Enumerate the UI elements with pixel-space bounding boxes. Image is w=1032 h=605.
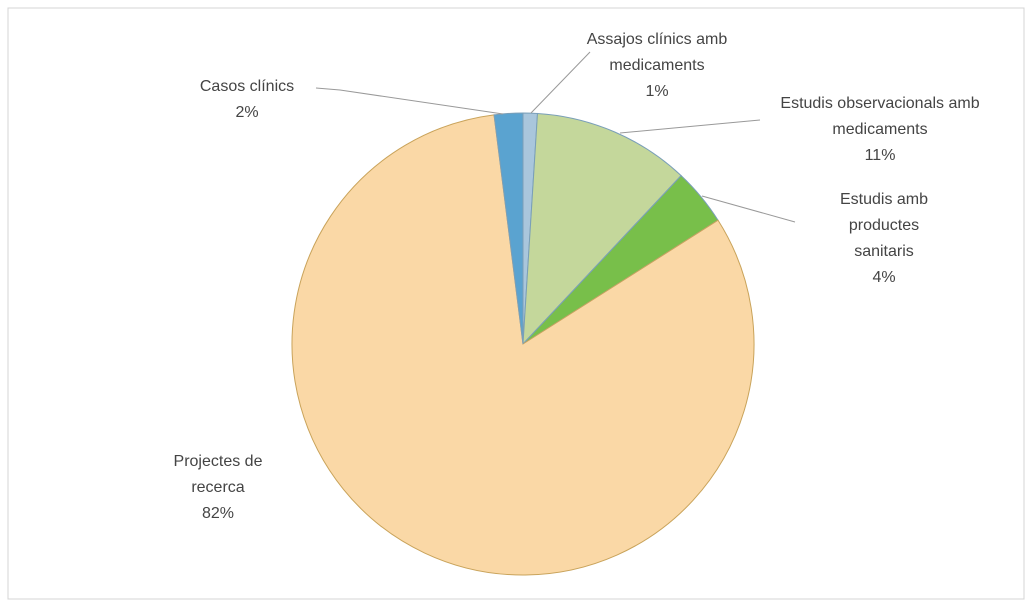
percent-label: 82%: [201, 505, 235, 522]
leader-line: [315, 87, 504, 115]
pie-slice: [493, 112, 524, 345]
leader-line: [619, 119, 761, 134]
frame: [7, 7, 1025, 600]
category-label: Projectes de recerca: [173, 453, 263, 496]
data-label: Projectes de recerca 82%: [153, 449, 283, 527]
percent-label: 2%: [235, 104, 259, 121]
leader-line: [530, 51, 591, 114]
category-label: Estudis amb productes sanitaris: [839, 191, 929, 260]
data-label: Assajos clínics amb medicaments 1%: [562, 27, 752, 105]
category-label: Estudis observacionals amb medicaments: [780, 95, 980, 138]
category-label: Assajos clínics amb medicaments: [586, 31, 728, 74]
percent-label: 1%: [645, 83, 669, 100]
percent-label: 4%: [872, 269, 896, 286]
data-label: Casos clínics 2%: [172, 74, 322, 126]
data-label: Estudis observacionals amb medicaments 11…: [765, 91, 995, 169]
pie-slice: [291, 114, 755, 576]
category-label: Casos clínics: [199, 78, 295, 95]
pie: [291, 112, 755, 576]
percent-label: 11%: [864, 147, 896, 164]
leader-line: [701, 195, 796, 223]
leader-lines: [315, 51, 796, 223]
pie-slice: [522, 112, 682, 346]
data-label: Estudis amb productes sanitaris 4%: [824, 187, 944, 291]
